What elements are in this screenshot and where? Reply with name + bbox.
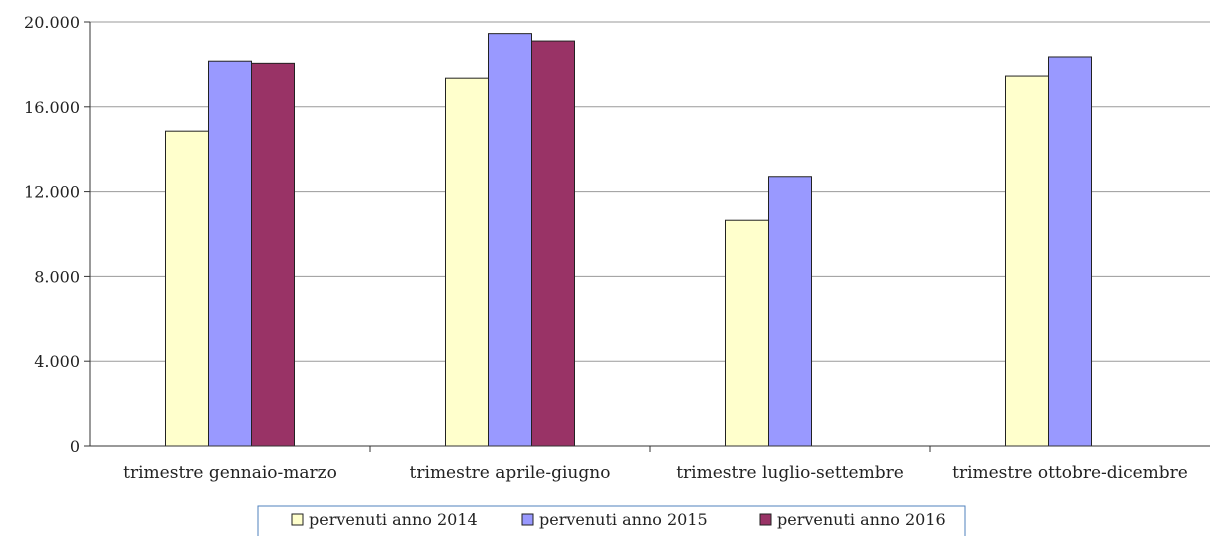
- bar: [208, 60, 252, 447]
- bar: [1005, 75, 1049, 447]
- legend-label: pervenuti anno 2015: [539, 510, 708, 529]
- legend-label: pervenuti anno 2016: [777, 510, 946, 529]
- bar: [165, 130, 209, 447]
- y-tick-label: 8.000: [34, 267, 80, 286]
- bar: [445, 77, 489, 447]
- y-tick-label: 16.000: [24, 98, 80, 117]
- legend-label: pervenuti anno 2014: [309, 510, 478, 529]
- bar: [768, 176, 812, 447]
- bar: [725, 219, 769, 447]
- y-tick-label: 12.000: [24, 183, 80, 202]
- x-category-label: trimestre luglio-settembre: [676, 463, 904, 483]
- bar: [488, 33, 532, 447]
- y-tick-label: 20.000: [24, 13, 80, 32]
- legend-swatch: [759, 513, 772, 526]
- legend: pervenuti anno 2014 pervenuti anno 2015 pe…: [257, 505, 966, 536]
- x-category-label: trimestre ottobre-dicembre: [952, 463, 1188, 483]
- bar: [531, 40, 575, 447]
- legend-swatch: [291, 513, 304, 526]
- x-category-label: trimestre gennaio-marzo: [123, 463, 337, 483]
- bar: [1048, 56, 1092, 447]
- bars: [165, 33, 1092, 447]
- bar: [251, 62, 295, 447]
- y-tick-label: 4.000: [34, 352, 80, 371]
- legend-swatch: [521, 513, 534, 526]
- legend-box: [257, 505, 966, 536]
- axes: 0 4.000 8.000 12.000 16.000 20.000 trimestre g…: [24, 13, 1210, 483]
- y-tick-label: 0: [70, 437, 80, 456]
- x-category-label: trimestre aprile-giugno: [410, 463, 611, 483]
